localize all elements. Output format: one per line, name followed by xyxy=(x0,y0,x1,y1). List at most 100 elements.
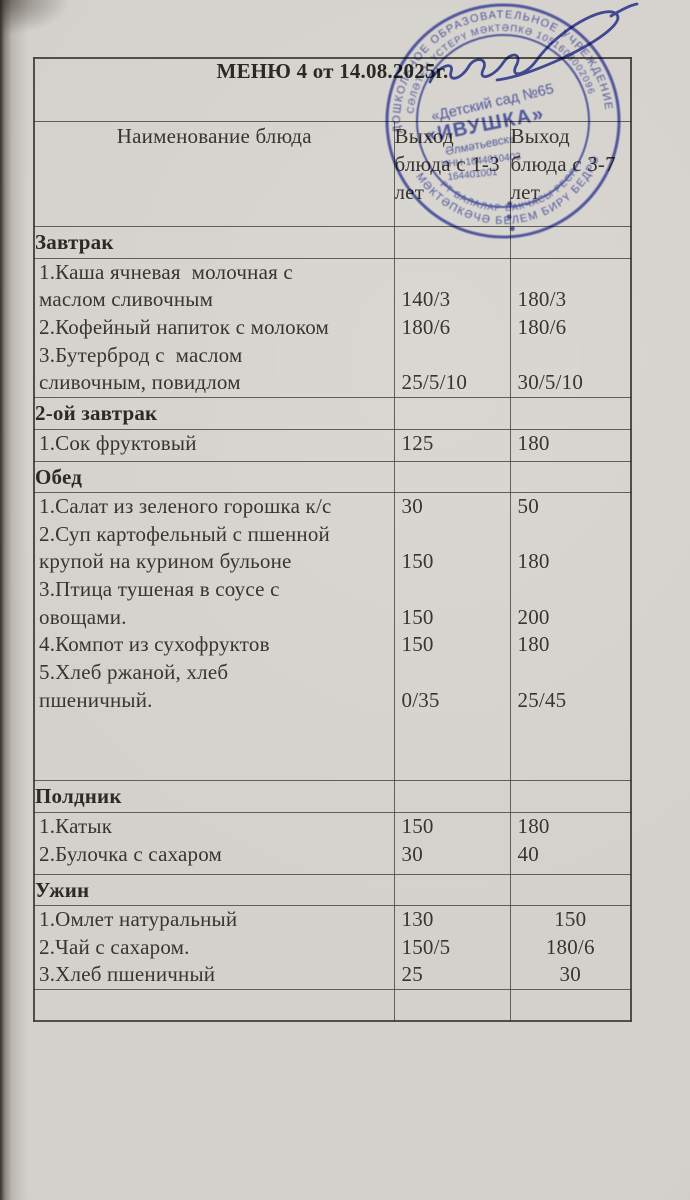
table-row-title: МЕНЮ 4 от 14.08.2025г. xyxy=(33,57,632,122)
table-row-items: 1.Катык 2.Булочка с сахаром 150 30 180 40 xyxy=(33,811,632,875)
portion-value: 30 xyxy=(401,493,423,518)
empty-cell xyxy=(393,225,511,259)
portion-value xyxy=(395,576,510,604)
empty-cell xyxy=(393,779,511,813)
portion-value xyxy=(511,576,631,604)
table-row-items: 1.Салат из зеленого горошка к/с 2.Суп кар… xyxy=(33,491,632,781)
table-row-items: 1.Омлет натуральный 2.Чай с сахаром. 3.Хле… xyxy=(33,904,632,991)
dish-cell: 1.Омлет натуральный 2.Чай с сахаром. 3.Хле… xyxy=(33,904,395,991)
portion-value: 30/5/10 xyxy=(517,370,584,395)
portion-value: 180/3 xyxy=(517,287,567,312)
empty-cell xyxy=(393,396,511,430)
portion-1-3-cell: 125 xyxy=(393,428,511,462)
portion-value: 180 xyxy=(517,549,550,574)
portion-value: 150 xyxy=(401,632,434,657)
portion-3-7-cell: 150 180/6 30 xyxy=(509,904,632,991)
portion-value xyxy=(511,659,631,687)
section-label: 2-ой завтрак xyxy=(33,396,395,430)
table-row-section: Обед xyxy=(33,460,632,493)
dish-line: 3.Хлеб пшеничный xyxy=(39,962,216,987)
portion-value xyxy=(395,342,510,370)
portion-3-7-cell: 180 40 xyxy=(509,811,632,875)
portion-value xyxy=(395,659,510,687)
portion-value: 200 xyxy=(517,604,550,629)
portion-value: 140/3 xyxy=(401,287,451,312)
portion-value: 150/5 xyxy=(401,934,451,959)
menu-table: МЕНЮ 4 от 14.08.2025г. Наименование блюда… xyxy=(33,57,633,1022)
portion-3-7-cell: 50 180 200 180 25/45 xyxy=(509,491,632,781)
table-row-empty xyxy=(33,989,632,1021)
portion-3-7-cell: 180/3 180/6 30/5/10 xyxy=(509,257,632,398)
column-header: Наименование блюда xyxy=(33,120,395,227)
table-row-section: Полдник xyxy=(33,779,632,813)
portion-value: 150 xyxy=(401,549,434,574)
dish-line: крупой на курином бульоне xyxy=(39,549,292,574)
dish-line: 5.Хлеб ржаной, хлеб xyxy=(39,660,229,685)
portion-value xyxy=(511,259,631,287)
portion-value xyxy=(511,521,631,549)
dish-cell: 1.Сок фруктовый xyxy=(33,428,395,462)
dish-cell: 1.Катык 2.Булочка с сахаром xyxy=(33,811,395,875)
portion-value: 180 xyxy=(517,632,550,657)
table-row-header: Наименование блюда Выход блюда с 1-3 лет В… xyxy=(33,120,632,227)
empty-cell xyxy=(509,460,632,493)
portion-1-3-cell: 140/3 180/6 25/5/10 xyxy=(393,257,511,398)
portion-value xyxy=(395,259,510,287)
table-row-section: Ужин xyxy=(33,873,632,906)
portion-value: 30 xyxy=(559,962,581,987)
dish-cell: 1.Каша ячневая молочная с маслом сливочны… xyxy=(33,257,395,398)
portion-value: 0/35 xyxy=(401,687,440,712)
empty-cell xyxy=(509,779,632,813)
dish-line: 1.Салат из зеленого горошка к/с xyxy=(39,493,332,518)
empty-cell xyxy=(509,225,632,259)
empty-cell xyxy=(393,873,511,906)
menu-title: МЕНЮ 4 от 14.08.2025г. xyxy=(33,57,632,122)
portion-value: 150 xyxy=(554,906,587,931)
section-label: Завтрак xyxy=(33,225,395,259)
dish-line: 2.Суп картофельный с пшенной xyxy=(39,521,330,546)
portion-3-7-cell: 180 xyxy=(509,428,632,462)
dish-line: 1.Омлет натуральный xyxy=(39,906,238,931)
column-header: Выход блюда с 3-7 лет xyxy=(509,120,632,227)
empty-cell xyxy=(393,460,511,493)
portion-value: 25/5/10 xyxy=(401,370,468,395)
portion-value: 50 xyxy=(517,493,539,518)
dish-line: 2.Чай с сахаром. xyxy=(39,934,190,959)
dish-cell: 1.Салат из зеленого горошка к/с 2.Суп кар… xyxy=(33,491,395,781)
portion-1-3-cell: 130 150/5 25 xyxy=(393,904,511,991)
column-header: Выход блюда с 1-3 лет xyxy=(393,120,511,227)
portion-value: 40 xyxy=(517,841,539,866)
portion-value xyxy=(395,521,510,549)
portion-value: 150 xyxy=(401,604,434,629)
portion-value: 180 xyxy=(517,813,550,838)
table-row-section: Завтрак xyxy=(33,225,632,259)
dish-line: 1.Катык xyxy=(39,813,113,838)
section-label: Полдник xyxy=(33,779,395,813)
portion-1-3-cell: 150 30 xyxy=(393,811,511,875)
dish-line: овощами. xyxy=(39,604,127,629)
table-row-section: 2-ой завтрак xyxy=(33,396,632,430)
portion-value: 180/6 xyxy=(401,314,451,339)
table-row-items: 1.Сок фруктовый 125 180 xyxy=(33,428,632,462)
portion-value: 25/45 xyxy=(517,687,567,712)
photo-corner-shadow xyxy=(0,0,120,60)
empty-cell xyxy=(33,989,395,1021)
portion-value: 130 xyxy=(401,906,434,931)
dish-line: 2.Кофейный напиток с молоком xyxy=(39,314,330,339)
empty-cell xyxy=(509,396,632,430)
section-label: Ужин xyxy=(33,873,395,906)
portion-value: 180/6 xyxy=(545,934,595,959)
dish-line: пшеничный. xyxy=(39,687,153,712)
portion-value: 125 xyxy=(401,430,434,455)
menu-table-body: МЕНЮ 4 от 14.08.2025г. Наименование блюда… xyxy=(33,57,632,1021)
dish-line: 4.Компот из сухофруктов xyxy=(39,632,270,657)
portion-value: 180 xyxy=(517,430,550,455)
table-row-items: 1.Каша ячневая молочная с маслом сливочны… xyxy=(33,257,632,398)
dish-line: сливочным, повидлом xyxy=(39,370,241,395)
portion-1-3-cell: 30 150 150 150 0/35 xyxy=(393,491,511,781)
portion-value: 25 xyxy=(401,962,423,987)
portion-value: 30 xyxy=(401,841,423,866)
empty-cell xyxy=(509,873,632,906)
